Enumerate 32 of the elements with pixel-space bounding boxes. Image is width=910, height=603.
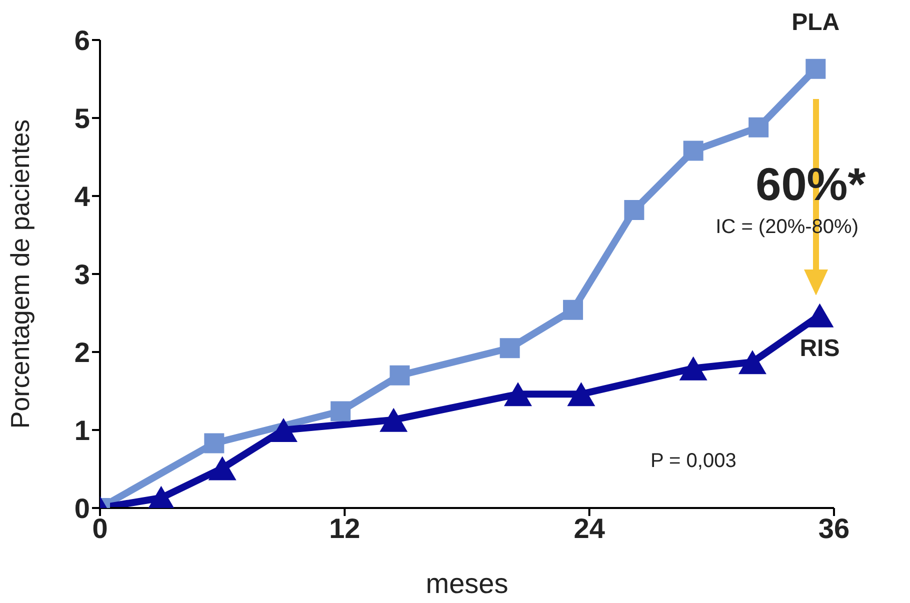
x-tick-label: 36 — [818, 512, 850, 544]
point — [330, 401, 351, 422]
annotation: P = 0,003 — [650, 450, 736, 472]
x-tick-label: 12 — [329, 512, 360, 544]
x-tick-label: 24 — [574, 512, 606, 544]
point — [806, 58, 826, 79]
y-tick-label: 1 — [74, 414, 90, 446]
point — [147, 486, 176, 508]
point — [390, 365, 410, 386]
y-tick-label: 4 — [74, 180, 90, 212]
y-tick-label: 0 — [74, 492, 90, 524]
point — [500, 338, 520, 358]
y-axis-title: Porcentagem de pacientes — [5, 119, 36, 429]
x-axis-title: meses — [426, 568, 508, 599]
series-label: PLA — [790, 8, 841, 37]
point — [748, 117, 769, 138]
point — [563, 300, 584, 320]
y-tick-label: 3 — [74, 258, 90, 290]
series-label: RIS — [798, 335, 841, 364]
point — [624, 200, 644, 220]
point — [679, 356, 708, 380]
point — [567, 382, 596, 406]
y-tick-label: 5 — [74, 102, 90, 134]
point — [683, 140, 704, 161]
point — [208, 456, 236, 480]
y-tick-label: 2 — [74, 336, 90, 368]
point — [270, 418, 298, 442]
point — [380, 408, 408, 432]
y-tick-label: 6 — [74, 24, 90, 56]
point — [504, 382, 532, 406]
point — [204, 433, 224, 454]
point — [738, 350, 766, 374]
